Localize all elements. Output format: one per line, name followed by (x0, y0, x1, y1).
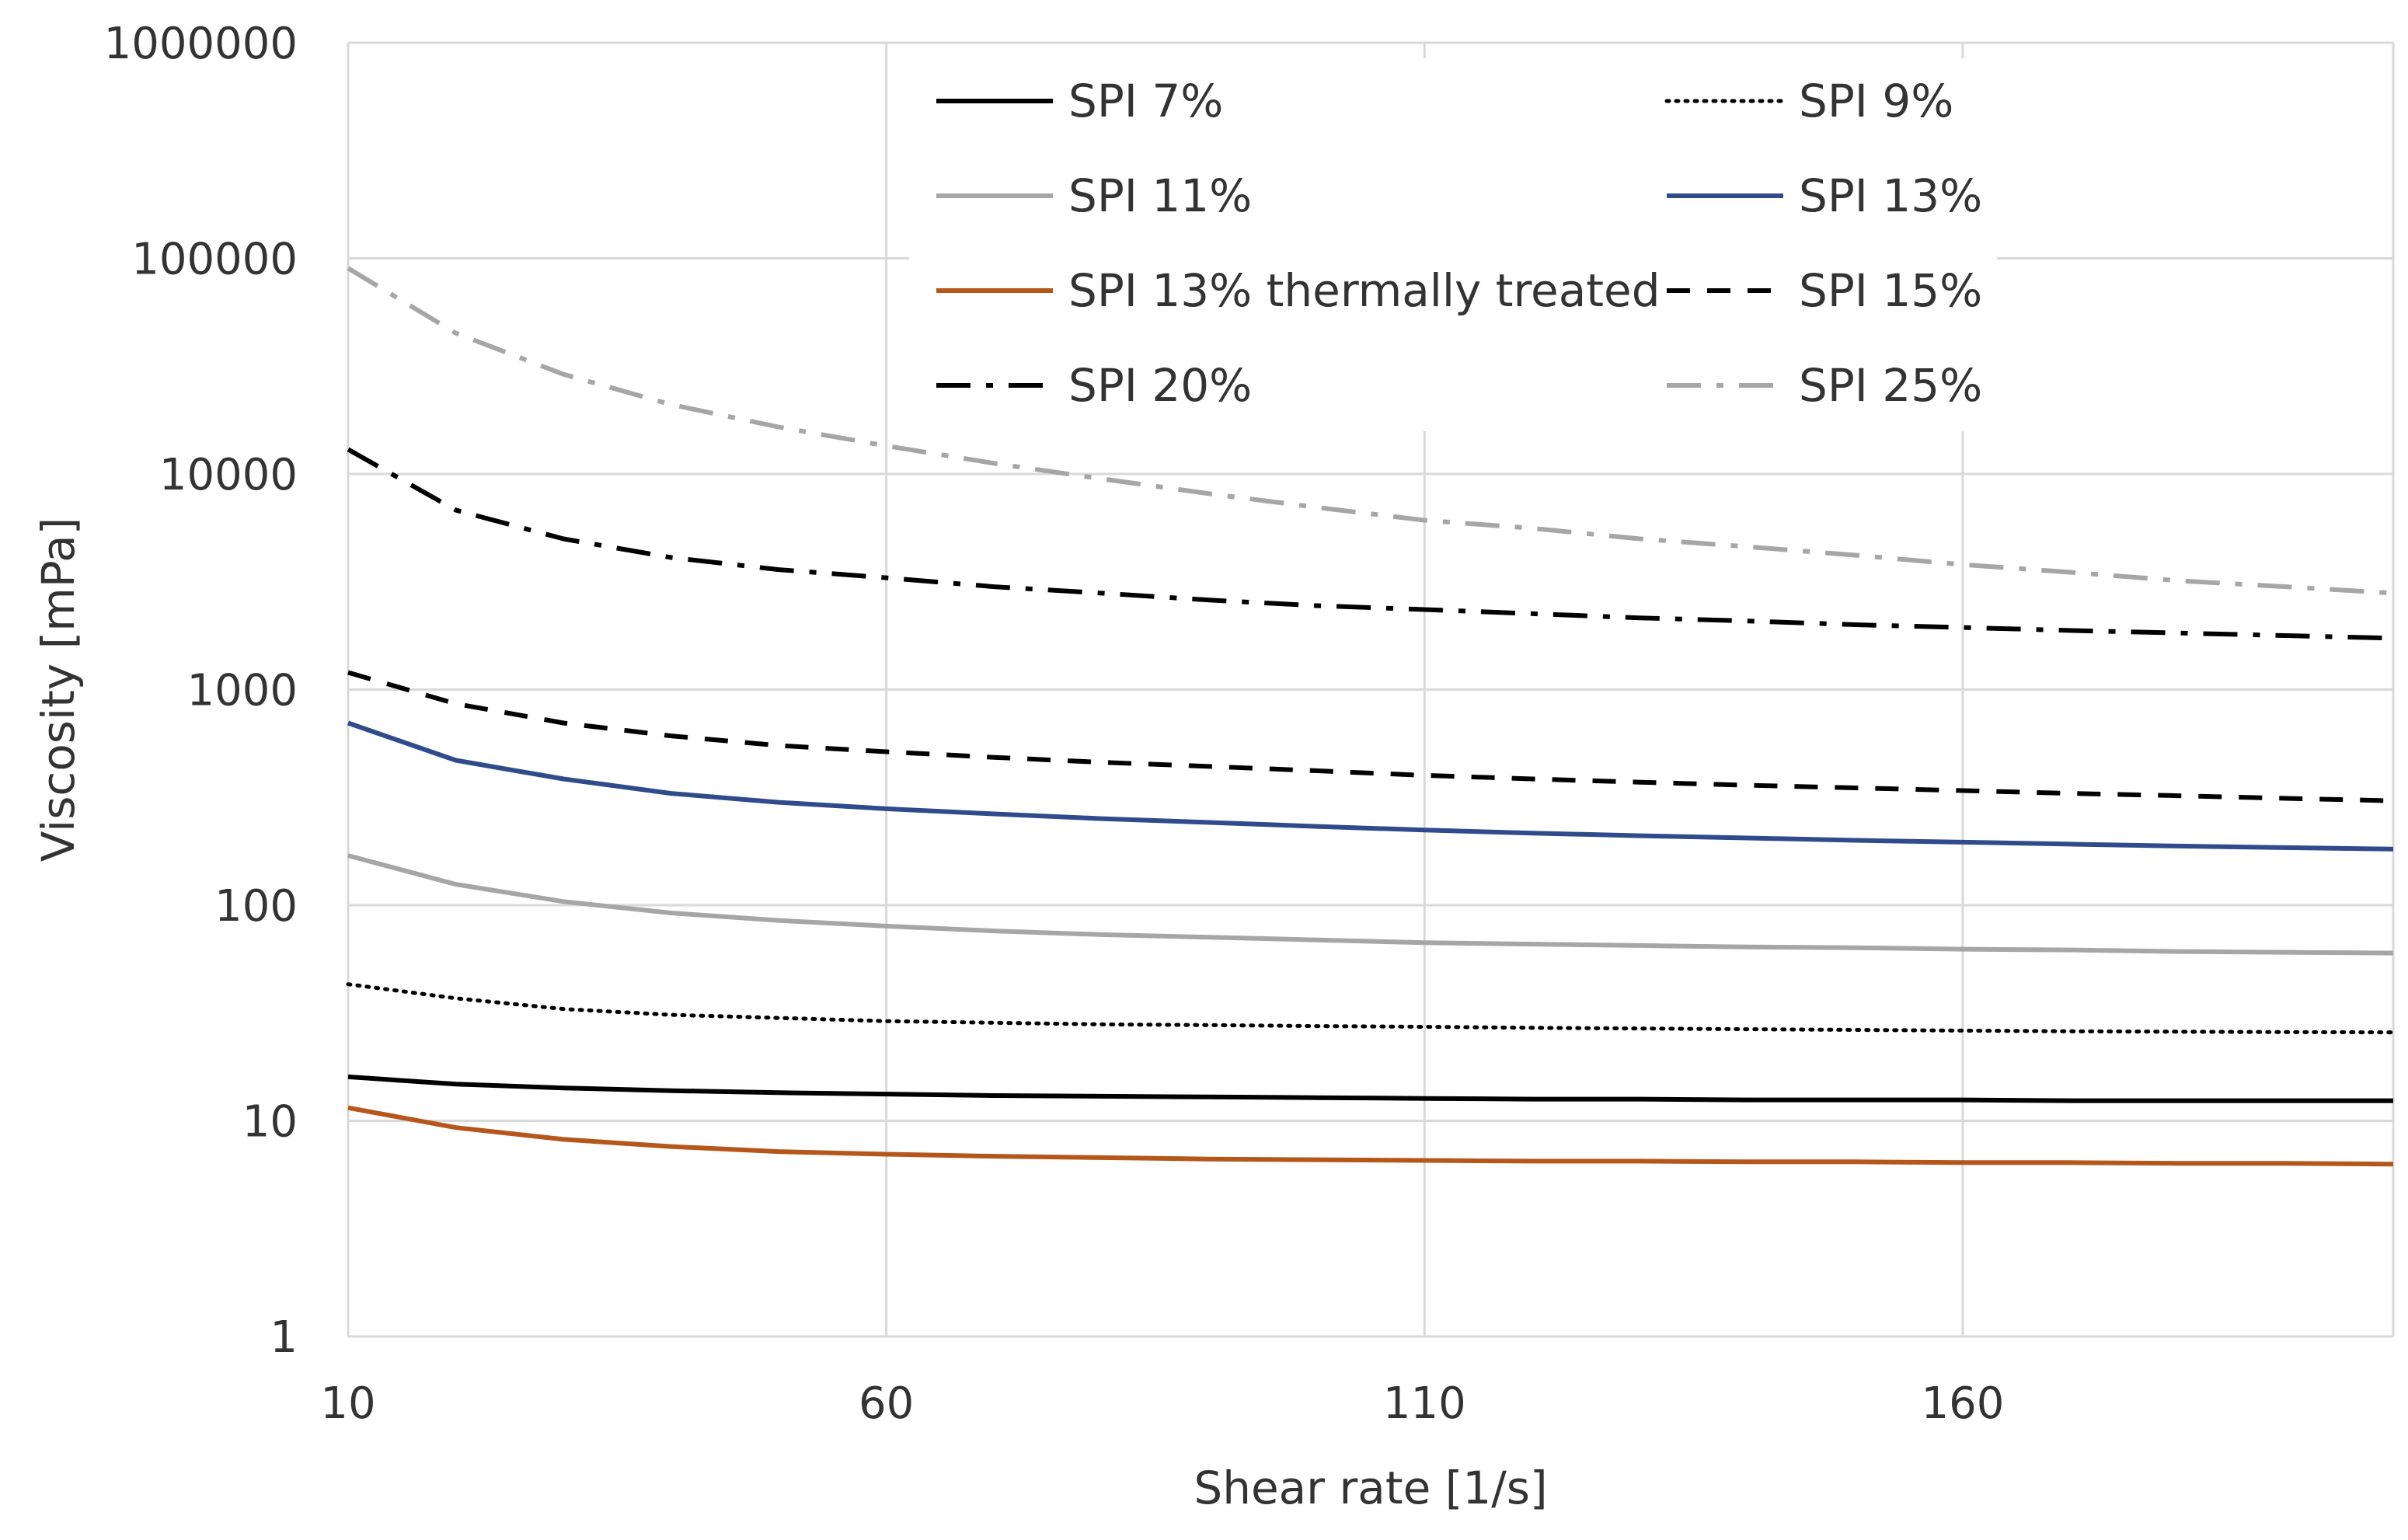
series-line-spi-13-thermally-treated (347, 1105, 2394, 1167)
series-line-spi-20 (347, 447, 2394, 641)
y-tick-label: 100 (214, 881, 298, 932)
legend-label: SPI 7% (1068, 75, 1223, 127)
y-tick-label: 10 (242, 1097, 298, 1148)
x-tick-label: 160 (1921, 1378, 2004, 1429)
legend-label: SPI 9% (1799, 75, 1953, 127)
series-line-spi-9 (346, 982, 2396, 1035)
series-line-spi-15 (347, 670, 2394, 803)
y-tick-label: 1000 (186, 666, 298, 716)
series-line-spi-7 (347, 1074, 2393, 1103)
series-line-spi-13 (347, 720, 2394, 852)
x-axis-title: Shear rate [1/s] (1194, 1462, 1547, 1514)
legend-label: SPI 25% (1799, 359, 1982, 412)
legend-label: SPI 15% (1799, 264, 1982, 317)
x-tick-label: 110 (1383, 1378, 1466, 1429)
y-tick-label: 1 (270, 1312, 298, 1363)
y-tick-label: 100000 (131, 235, 298, 285)
y-tick-label: 1000000 (104, 19, 298, 69)
legend: SPI 7% SPI 9% SPI 11% SPI 13% SPI 13% therma… (936, 75, 1982, 412)
legend-label: SPI 20% (1068, 359, 1252, 412)
series-layer (346, 266, 2396, 1167)
x-tick-label: 10 (320, 1378, 375, 1429)
legend-label: SPI 11% (1068, 169, 1252, 222)
series-line-spi-11 (347, 853, 2394, 956)
y-tick-label: 10000 (159, 450, 298, 500)
legend-background (909, 58, 1997, 431)
y-axis-title: Viscosity [mPa] (32, 517, 85, 862)
x-tick-label: 60 (859, 1378, 914, 1429)
legend-label: SPI 13% thermally treated (1068, 264, 1661, 317)
series-line-spi-25 (347, 266, 2394, 596)
legend-label: SPI 13% (1799, 169, 1982, 222)
